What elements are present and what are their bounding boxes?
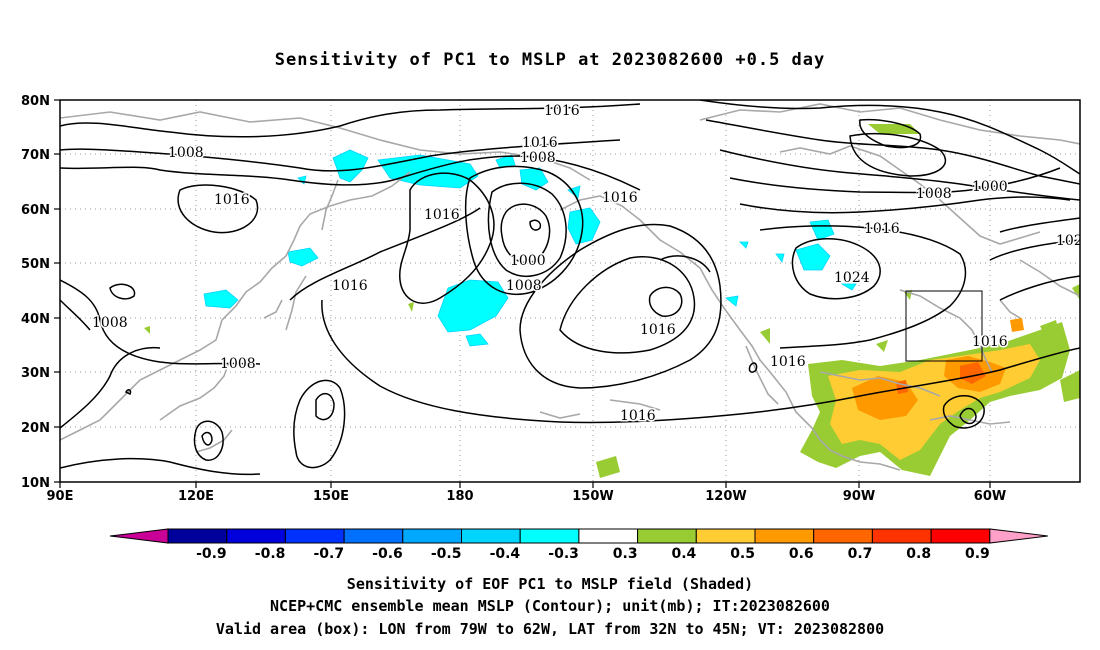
isobar-label-1008-china: 1008 [92, 315, 128, 331]
isobar-label-1000-canada: 1000 [972, 179, 1008, 195]
colorbar-low-extension [109, 528, 169, 544]
lat-label: 80N [21, 94, 50, 109]
colorbar-label: -0.9 [196, 546, 227, 562]
valid-area-box [905, 290, 983, 362]
colorbar-label: -0.6 [372, 546, 403, 562]
graticule [60, 100, 1080, 482]
colorbar-swatch [637, 528, 697, 544]
colorbar-label: -0.8 [255, 546, 286, 562]
colorbar-swatch [284, 528, 345, 544]
isobar-label-1008-bering: 1008 [520, 150, 556, 166]
isobar-label-1016-japan: 1016 [332, 278, 368, 294]
lon-label: 180 [446, 489, 473, 504]
caption-shading: Sensitivity of EOF PC1 to MSLP field (Sh… [346, 575, 754, 593]
colorbar-label: -0.7 [313, 546, 344, 562]
isobar-label-1016-siberia: 1016 [214, 192, 250, 208]
isobar-label-1016-bering: 1016 [522, 135, 558, 151]
colorbar-swatch [461, 528, 521, 544]
lat-label: 20N [21, 421, 50, 436]
longitude-labels: 90E 120E 150E 180 150W 120W 90W 60W [47, 489, 1007, 504]
latitude-labels: 80N 70N 60N 50N 40N 30N 20N 10N [21, 94, 50, 491]
lat-label: 40N [21, 312, 50, 327]
isobar-label-1016-mexico: 1016 [770, 354, 806, 370]
figure-title: Sensitivity of PC1 to MSLP at 2023082600… [274, 50, 826, 70]
colorbar-swatch [167, 528, 228, 544]
isobar-label-1024-plains: 1024 [834, 270, 870, 286]
lon-label: 90E [47, 489, 74, 504]
lat-label: 30N [21, 366, 50, 381]
lon-label: 150E [313, 489, 349, 504]
isobar-label-1016-alaska: 1016 [602, 190, 638, 206]
colorbar-label: 0.6 [789, 546, 814, 562]
isobar-label-1008-canada: 1008 [916, 186, 952, 202]
colorbar-swatch [695, 528, 756, 544]
colorbar-swatch [871, 528, 932, 544]
contour-labels: 1016 1016 1008 1008 1016 1016 1016 1000 … [91, 102, 1083, 426]
colorbar-swatch [343, 528, 404, 544]
lon-label: 120W [705, 489, 746, 504]
isobar-label-1008-siberia: 1008 [168, 145, 204, 161]
colorbar-label: -0.3 [548, 546, 579, 562]
colorbar-swatch [402, 528, 462, 544]
lat-label: 50N [21, 257, 50, 272]
isobar-label-1000-low: 1000 [510, 253, 546, 269]
lat-label: 70N [21, 148, 50, 163]
colorbar-swatch [578, 528, 639, 544]
lon-label: 90W [843, 489, 875, 504]
caption-contour: NCEP+CMC ensemble mean MSLP (Contour); u… [270, 597, 830, 615]
isobars [60, 100, 1080, 476]
isobar-label-1016-atlantic: 1016 [972, 334, 1008, 350]
colorbar-swatch [519, 528, 580, 544]
isobar-label-1008-scs: 1008 [220, 356, 256, 372]
isobar-label-1016-canada: 1016 [864, 221, 900, 237]
lon-label: 150W [572, 489, 613, 504]
isobar-label-1008-low: 1008 [506, 278, 542, 294]
colorbar-swatch [813, 528, 873, 544]
isobar-label-1016-north: 1016 [544, 103, 580, 119]
colorbar-label: 0.3 [613, 546, 638, 562]
colorbar-swatch [754, 528, 815, 544]
lat-label: 60N [21, 203, 50, 218]
lat-label: 10N [21, 476, 50, 491]
colorbar-label: 0.7 [848, 546, 873, 562]
axis-ticks [54, 99, 991, 488]
lon-label: 120E [178, 489, 214, 504]
caption-valid-area: Valid area (box): LON from 79W to 62W, L… [215, 620, 885, 638]
coastlines [60, 103, 1080, 471]
isobar-label-1016-npac-high: 1016 [640, 322, 676, 338]
colorbar: -0.9 -0.8 -0.7 -0.6 -0.5 -0.4 -0.3 0.3 0.4 0.5 0.6… [109, 528, 1048, 562]
colorbar-label: 0.5 [730, 546, 755, 562]
colorbar-high-extension [989, 528, 1048, 544]
colorbar-label: 0.9 [965, 546, 990, 562]
colorbar-label: 0.8 [906, 546, 931, 562]
isobar-label-1016-kamchatka: 1016 [424, 207, 460, 223]
lon-label: 60W [974, 489, 1006, 504]
isobar-label-1016-subtrop: 1016 [620, 408, 656, 424]
colorbar-label: -0.5 [431, 546, 462, 562]
colorbar-swatch [930, 528, 991, 544]
colorbar-swatch [226, 528, 286, 544]
colorbar-label: 0.4 [671, 546, 696, 562]
isobar-label-102-east: 102 [1056, 233, 1083, 249]
colorbar-label: -0.4 [490, 546, 521, 562]
map-frame [59, 99, 1081, 483]
